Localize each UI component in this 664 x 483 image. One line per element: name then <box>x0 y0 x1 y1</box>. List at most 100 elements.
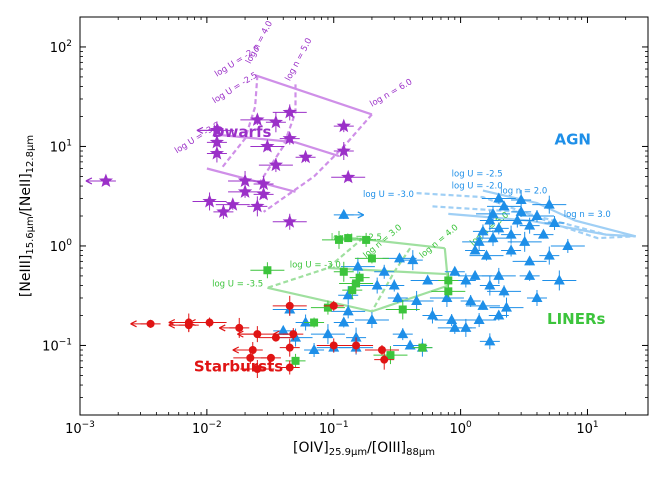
dwarfs-point <box>268 157 283 172</box>
agn-point <box>511 214 523 225</box>
dwarf-model-grid-label: log n = 6.0 <box>368 77 414 109</box>
agn-point <box>338 208 350 219</box>
starbursts-point <box>289 330 298 339</box>
liners-point <box>444 276 453 285</box>
starbursts-point <box>285 363 294 372</box>
data-points <box>85 104 585 378</box>
liners-point <box>291 356 300 365</box>
starbursts-point <box>329 341 338 350</box>
agn-point <box>449 321 461 332</box>
agn-point <box>505 228 517 239</box>
starbursts-point-arrow-head <box>237 330 244 338</box>
agn-point <box>460 274 472 285</box>
dwarf-model-grid-line <box>262 113 373 213</box>
agn-point <box>524 269 536 280</box>
agn-point <box>524 219 536 230</box>
agn-point <box>342 289 354 300</box>
dwarfs-point <box>336 143 351 158</box>
dwarfs-point <box>341 169 356 184</box>
agn-point <box>473 314 485 325</box>
agn-point <box>350 331 362 342</box>
dwarfs-point <box>268 114 283 129</box>
dwarfs-point <box>202 194 217 208</box>
agn-point <box>366 314 378 325</box>
dwarfs-point <box>209 146 224 160</box>
group-label-agn: AGN <box>555 130 591 148</box>
agn-point <box>404 339 416 350</box>
agn-point-arrow-head <box>357 211 365 219</box>
agn-point <box>449 265 461 276</box>
agn-point <box>397 328 409 339</box>
agn-point <box>342 305 354 316</box>
starbursts-point <box>285 343 294 352</box>
starbursts-point <box>235 323 244 332</box>
liners-point <box>348 286 357 295</box>
agn-point <box>371 279 383 290</box>
agn-point <box>477 299 489 310</box>
agn-point <box>388 279 400 290</box>
agn-point <box>277 324 289 335</box>
dwarf-model-grid-line <box>221 134 340 158</box>
agn-point <box>308 344 320 355</box>
agn-point <box>422 274 434 285</box>
agn-point <box>411 294 423 305</box>
starbursts-point <box>253 330 262 339</box>
agn-point <box>394 252 406 263</box>
agn-point <box>407 254 419 265</box>
liners-point <box>263 266 272 275</box>
dwarf-model-grid-label: log n = 4.0 <box>244 19 275 65</box>
agn-model-grid-line <box>416 192 636 240</box>
dwarfs-point <box>250 198 265 213</box>
agn-point <box>562 239 574 250</box>
agn-point <box>484 214 496 225</box>
dwarfs-point <box>225 197 240 211</box>
agn-point <box>446 314 458 325</box>
agn-point <box>553 274 565 285</box>
agn-model-grid-label: log U = -2.0 <box>452 181 503 191</box>
starbursts-point <box>205 318 214 327</box>
agn-model-grid-label: log n = 2.0 <box>500 187 547 197</box>
starbursts-point <box>329 301 338 310</box>
y-axis-label: [NeIII]15.6μm/[NeII]12.8μm <box>18 135 36 297</box>
agn-point <box>549 217 561 228</box>
dwarf-model-grid-label: log n = 5.0 <box>284 37 315 83</box>
dwarfs-point <box>237 173 253 187</box>
liners-point <box>418 343 427 352</box>
agn-point <box>543 249 555 260</box>
agn-point <box>473 235 485 246</box>
agn-point <box>493 192 505 203</box>
starbursts-point <box>246 353 255 362</box>
liners-point <box>323 303 332 312</box>
agn-point <box>498 200 510 211</box>
dwarfs-point <box>282 131 297 145</box>
agn-point <box>493 309 505 320</box>
starbursts-point <box>377 346 386 355</box>
dwarfs-point <box>216 204 231 218</box>
liner-model-grid-line <box>370 247 412 312</box>
dwarfs-point-arrow-head <box>196 126 204 134</box>
liner-model-grid-line <box>327 266 449 276</box>
agn-point <box>487 232 499 243</box>
y-tick-label: 101 <box>50 138 72 155</box>
agn-point <box>519 235 531 246</box>
agn-point <box>543 198 555 209</box>
liners-point <box>344 234 353 243</box>
agn-point <box>500 301 512 312</box>
starbursts-point <box>266 353 275 362</box>
liner-model-grid-label: log U = -3.0 <box>290 260 341 270</box>
liners-point <box>334 235 343 244</box>
dwarf-model-grid-line <box>254 74 373 116</box>
liners-point <box>362 235 371 244</box>
dwarfs-point <box>209 134 224 149</box>
starbursts-point-arrow-head <box>130 320 137 328</box>
liner-model-grid-label: log n = 4.0 <box>418 223 461 261</box>
liners-point <box>444 287 453 296</box>
agn-point <box>469 244 481 255</box>
x-tick-label: 100 <box>449 420 472 437</box>
group-labels: Dwarfs AGN LINERs Starbursts <box>194 123 606 375</box>
group-label-dwarfs: Dwarfs <box>212 123 271 141</box>
starbursts-point <box>253 364 262 373</box>
starbursts-point-arrow-head <box>168 321 176 329</box>
agn-point <box>378 265 390 276</box>
